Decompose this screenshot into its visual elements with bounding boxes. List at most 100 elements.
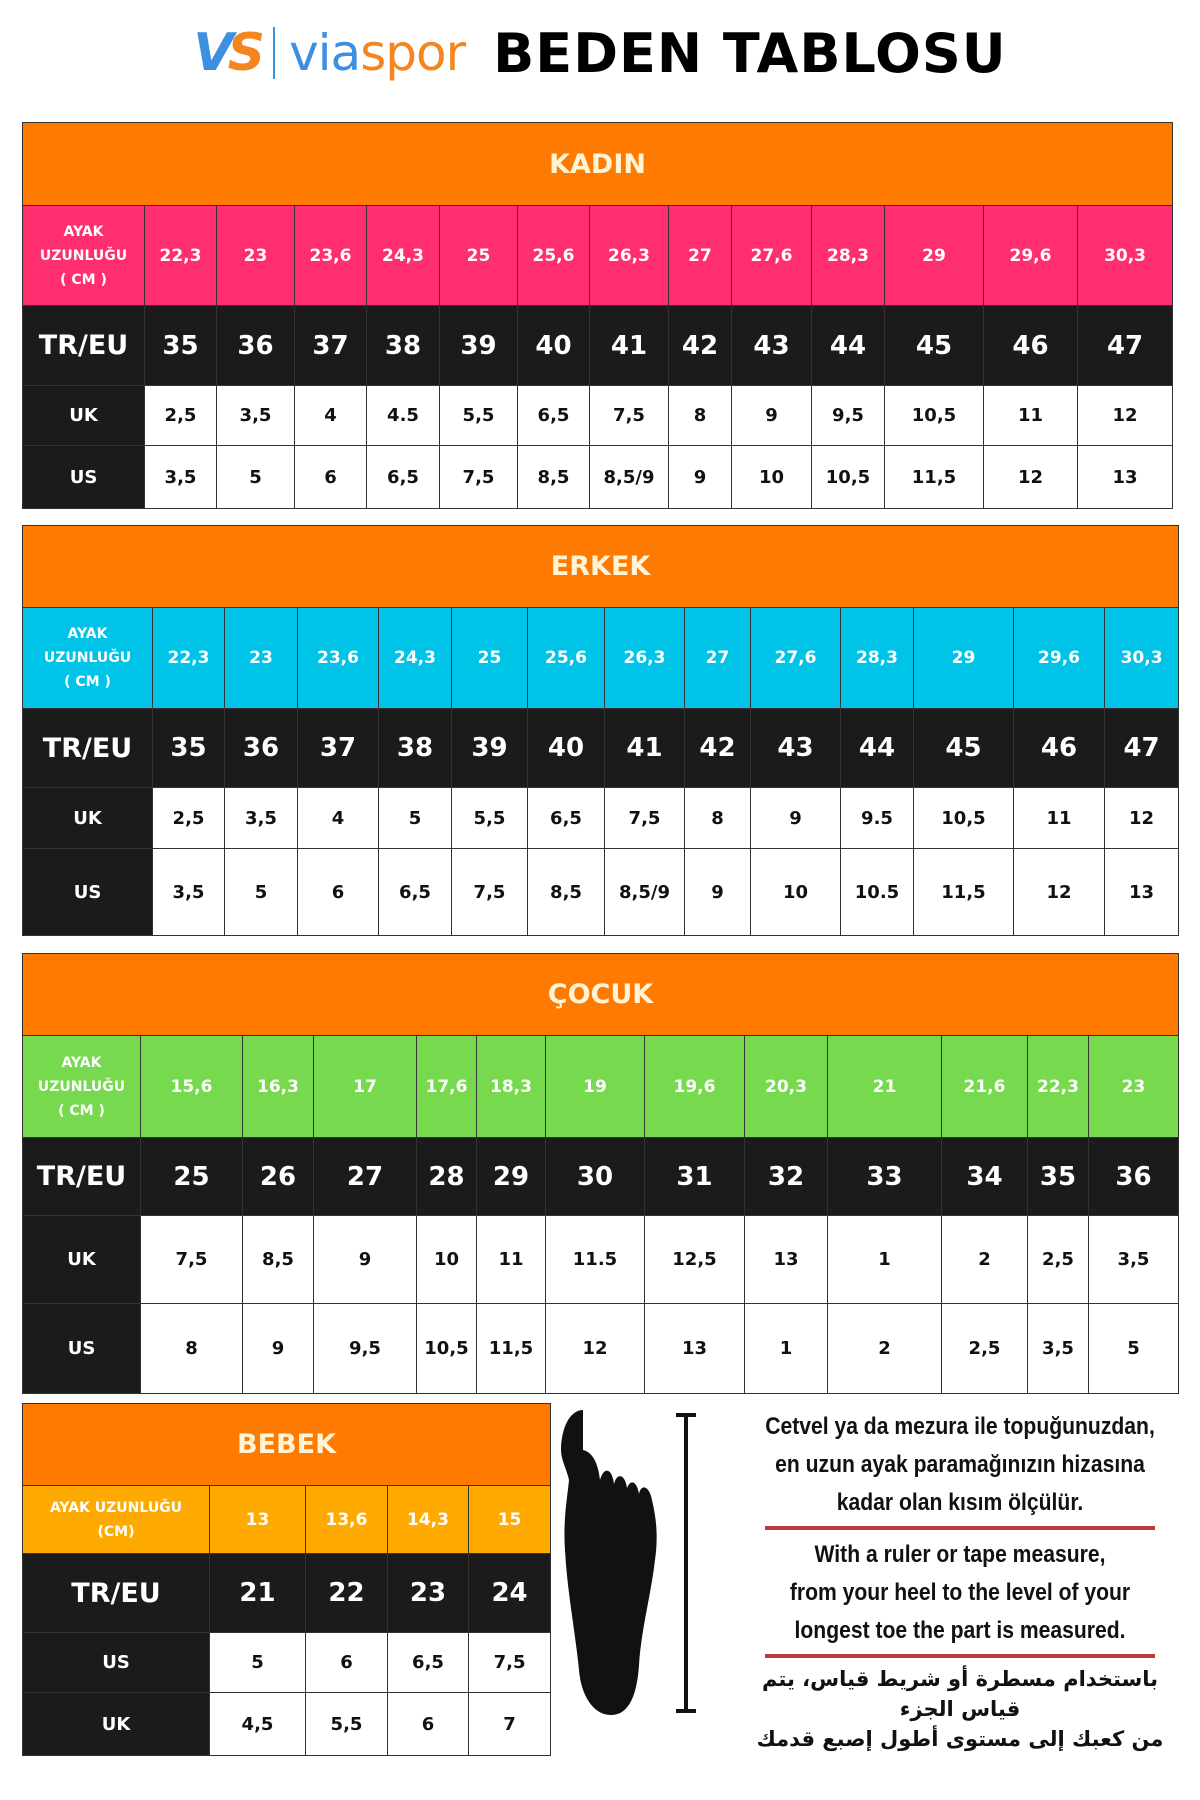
size-cell: 7 bbox=[467, 1692, 552, 1756]
size-cell: 2,5 bbox=[144, 385, 217, 446]
size-cell: 46 bbox=[1013, 708, 1105, 788]
size-cell: 10.5 bbox=[840, 848, 914, 936]
size-cell: 35 bbox=[152, 708, 225, 788]
size-cell: 27,6 bbox=[750, 607, 841, 709]
measuring-instructions: Cetvel ya da mezura ile topuğunuzdan, en… bbox=[730, 1408, 1190, 1754]
size-cell: 17,6 bbox=[416, 1035, 477, 1138]
size-cell: 8 bbox=[140, 1303, 243, 1394]
size-cell: 44 bbox=[811, 305, 885, 386]
row-label: AYAK UZUNLUĞU ( CM ) bbox=[22, 607, 153, 709]
size-cell: 37 bbox=[297, 708, 379, 788]
row-label-line: AYAK bbox=[63, 223, 104, 240]
row-uk: UK 4,5 5,5 6 7 bbox=[22, 1692, 552, 1756]
size-cell: 15 bbox=[467, 1485, 552, 1554]
size-cell: 43 bbox=[731, 305, 812, 386]
row-label-line: ( CM ) bbox=[58, 1102, 105, 1119]
row-label: US bbox=[22, 1632, 210, 1693]
size-cell: 12 bbox=[983, 445, 1078, 509]
row-us: US 8 9 9,5 10,5 11,5 12 13 1 2 2,5 3,5 5 bbox=[22, 1303, 1179, 1394]
size-cell: 10 bbox=[750, 848, 841, 936]
size-cell: 4.5 bbox=[366, 385, 440, 446]
size-cell: 30,3 bbox=[1076, 205, 1174, 306]
size-cell: 9 bbox=[684, 848, 751, 936]
size-cell: 22,3 bbox=[144, 205, 217, 306]
size-cell: 5 bbox=[224, 848, 298, 936]
table-title: ERKEK bbox=[21, 525, 1180, 608]
row-label: AYAK UZUNLUĞU ( CM ) bbox=[22, 1035, 141, 1138]
size-cell: 21 bbox=[209, 1553, 306, 1633]
instruction-ar-line: من كعبك إلى مستوى أطول إصبع قدمك bbox=[756, 1727, 1164, 1751]
size-cell: 45 bbox=[884, 305, 984, 386]
size-cell: 40 bbox=[517, 305, 590, 386]
instruction-tr-line: kadar olan kısım ölçülür. bbox=[836, 1489, 1084, 1516]
size-cell: 6 bbox=[297, 848, 379, 936]
logo-word-via: via bbox=[289, 24, 361, 82]
row-label: UK bbox=[22, 1692, 210, 1756]
size-cell: 4,5 bbox=[209, 1692, 306, 1756]
size-cell: 39 bbox=[451, 708, 528, 788]
size-table-bebek: BEBEK AYAK UZUNLUĞU (CM) 13 13,6 14,3 15 TR/EU 2… bbox=[21, 1403, 552, 1756]
size-cell: 22 bbox=[305, 1553, 388, 1633]
row-label-line: UZUNLUĞU bbox=[43, 650, 132, 666]
size-cell: 9,5 bbox=[811, 385, 885, 446]
size-cell: 38 bbox=[378, 708, 452, 788]
row-label: UK bbox=[22, 1215, 141, 1304]
size-cell: 23,6 bbox=[297, 607, 379, 709]
instruction-tr-line: en uzun ayak paramağınızın hizasına bbox=[775, 1451, 1145, 1478]
size-cell: 1 bbox=[827, 1215, 942, 1304]
size-cell: 7,5 bbox=[451, 848, 528, 936]
size-cell: 28,3 bbox=[840, 607, 914, 709]
size-cell: 7,5 bbox=[467, 1632, 552, 1693]
foot-silhouette-icon bbox=[561, 1410, 657, 1715]
row-label-line: AYAK bbox=[67, 626, 108, 642]
size-cell: 35 bbox=[144, 305, 217, 386]
size-cell: 8,5/9 bbox=[589, 445, 669, 509]
row-tr: TR/EU 35 36 37 38 39 40 41 42 43 44 45 46 47 bbox=[22, 305, 1174, 386]
size-cell: 13 bbox=[1076, 445, 1174, 509]
measurement-ruler-icon bbox=[676, 1413, 696, 1713]
row-cm: AYAK UZUNLUĞU ( CM ) 15,6 16,3 17 17,6 18,3 19 19… bbox=[22, 1035, 1179, 1138]
row-cm: AYAK UZUNLUĞU ( CM ) 22,3 23 23,6 24,3 25 25,6 26… bbox=[22, 607, 1180, 709]
size-cell: 24,3 bbox=[366, 205, 440, 306]
row-tr: TR/EU 21 22 23 24 bbox=[22, 1553, 552, 1633]
size-cell: 34 bbox=[941, 1137, 1028, 1216]
size-cell: 23,6 bbox=[294, 205, 367, 306]
size-cell: 26,3 bbox=[589, 205, 669, 306]
size-cell: 4 bbox=[294, 385, 367, 446]
size-cell: 21 bbox=[827, 1035, 942, 1138]
size-cell: 19,6 bbox=[644, 1035, 745, 1138]
size-cell: 3,5 bbox=[1027, 1303, 1089, 1394]
size-cell: 26 bbox=[242, 1137, 314, 1216]
size-cell: 10,5 bbox=[884, 385, 984, 446]
size-cell: 16,3 bbox=[242, 1035, 314, 1138]
size-cell: 23 bbox=[224, 607, 298, 709]
instruction-tr-line: Cetvel ya da mezura ile topuğunuzdan, bbox=[765, 1413, 1155, 1440]
size-cell: 25 bbox=[451, 607, 528, 709]
size-cell: 10,5 bbox=[913, 787, 1014, 849]
size-cell: 38 bbox=[366, 305, 440, 386]
size-cell: 22,3 bbox=[152, 607, 225, 709]
size-cell: 12,5 bbox=[644, 1215, 745, 1304]
row-label-line: (CM) bbox=[97, 1523, 135, 1540]
size-cell: 2,5 bbox=[1027, 1215, 1089, 1304]
size-cell: 40 bbox=[527, 708, 605, 788]
size-cell: 43 bbox=[750, 708, 841, 788]
size-cell: 36 bbox=[216, 305, 295, 386]
size-cell: 35 bbox=[1027, 1137, 1089, 1216]
size-cell: 12 bbox=[1103, 787, 1180, 849]
size-cell: 7,5 bbox=[140, 1215, 243, 1304]
page-title: BEDEN TABLOSU bbox=[493, 21, 1007, 85]
row-label: UK bbox=[22, 787, 153, 849]
row-uk: UK 2,5 3,5 4 4.5 5,5 6,5 7,5 8 9 9,5 10,5 11 12 bbox=[22, 385, 1174, 446]
size-cell: 5 bbox=[378, 787, 452, 849]
row-us: US 5 6 6,5 7,5 bbox=[22, 1632, 552, 1693]
size-cell: 33 bbox=[827, 1137, 942, 1216]
size-cell: 8,5 bbox=[527, 848, 605, 936]
row-label: US bbox=[22, 848, 153, 936]
size-cell: 6 bbox=[387, 1692, 469, 1756]
size-cell: 2,5 bbox=[152, 787, 225, 849]
size-cell: 3,5 bbox=[216, 385, 295, 446]
size-cell: 42 bbox=[668, 305, 732, 386]
size-cell: 8 bbox=[668, 385, 732, 446]
size-cell: 45 bbox=[913, 708, 1014, 788]
